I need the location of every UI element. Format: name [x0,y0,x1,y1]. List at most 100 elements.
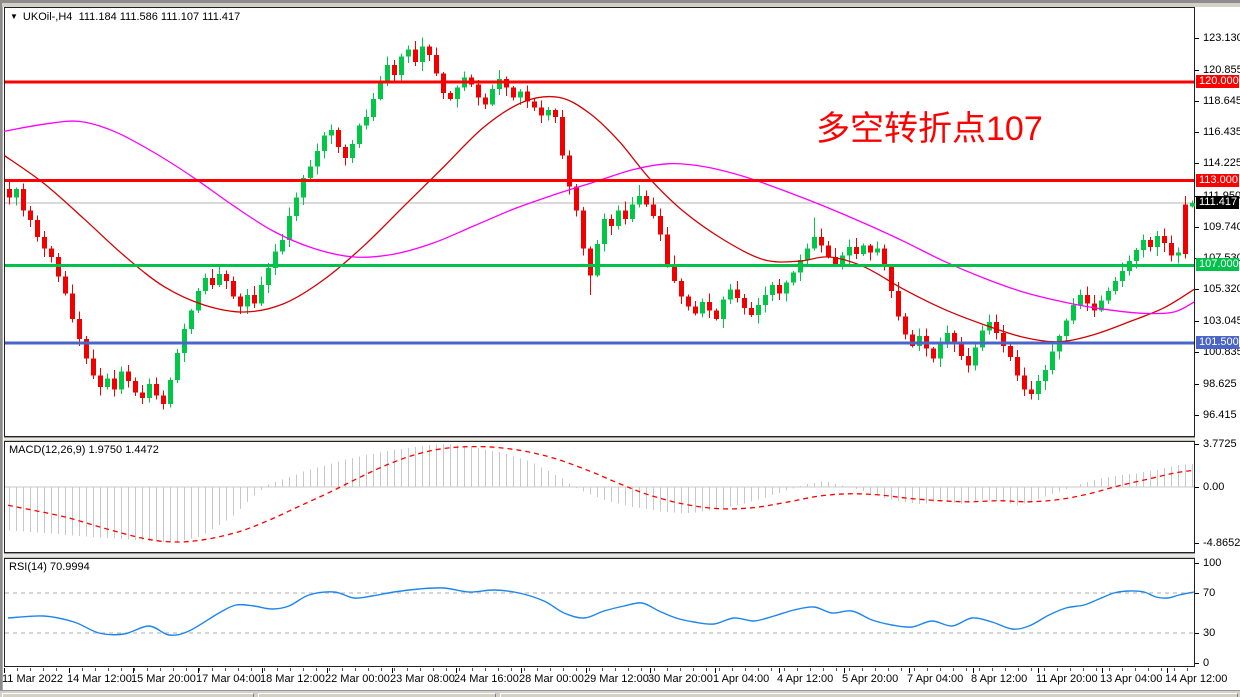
candle-body [140,392,145,399]
candle-body [686,296,691,307]
macd-indicator-label: MACD(12,26,9) 1.9750 1.4472 [9,444,159,456]
price-tick-label-tick [1195,414,1199,416]
candle-body [126,371,131,382]
time-tick [133,668,134,673]
time-tick [327,668,328,673]
price-chart-canvas[interactable] [4,7,1195,437]
candle-body [427,46,432,56]
candle-body [315,151,320,167]
time-tick-label: 7 Apr 04:00 [907,673,964,685]
rsi-canvas[interactable] [4,558,1195,667]
candle-body [364,117,369,126]
candle-body [658,215,663,235]
time-scale[interactable]: 11 Mar 2022 14 Mar 12:00 15 Mar 20:00 17 Ma… [2,667,1227,690]
time-tick-label: 28 Mar 00:00 [519,673,584,685]
price-tick-label: 123.130 [1203,31,1240,44]
rsi-tick-label-tick [1195,633,1199,634]
candle-body [602,218,607,245]
candle-body [91,358,96,376]
symbol-dropdown-arrow-icon[interactable]: ▼ [10,12,18,21]
candle-body [700,302,705,314]
candle-body [497,79,502,89]
time-tick [1102,668,1103,673]
annotation-text: 多空转折点107 [816,110,1043,148]
chart-tab[interactable] [2,693,254,697]
time-tick [69,668,70,673]
candle-body [189,310,194,329]
candle-body [1071,304,1076,321]
bottom-tab-bar [0,690,1240,697]
candle-body [840,255,845,266]
candle-body [287,215,292,241]
candle-body [42,237,47,249]
price-tick-label: 103.045 [1203,315,1240,328]
candle-body [959,344,964,356]
window-top-frame-inner [0,3,1240,7]
chart-tab[interactable] [500,693,1238,697]
chart-tab[interactable] [258,693,496,697]
candle-body [196,290,201,311]
time-tick-label: 11 Mar 2022 [2,673,63,685]
candle-body [966,355,971,366]
candle-body [574,186,579,211]
candle-body [434,55,439,74]
time-tick [586,668,587,673]
rsi-tick-label: 70 [1203,587,1216,599]
time-tick [1038,668,1039,673]
rsi-tick-label-tick [1195,563,1199,564]
candle-body [252,295,257,304]
current-price-badge: 111.417 [1196,196,1239,210]
candle-body [1099,300,1104,311]
ma-slow-line [4,120,1195,315]
candle-body [784,282,789,294]
candle-body [1029,389,1034,394]
time-tick-label: 22 Mar 00:00 [325,673,390,685]
candle-body [273,251,278,269]
candle-body [525,91,530,102]
candle-body [1036,381,1041,394]
candle-body [476,84,481,98]
candle-body [931,348,936,359]
rsi-tick-label: 100 [1203,557,1222,569]
candle-body [770,285,775,296]
price-scale[interactable]: 123.130120.855118.645116.435114.225111.9… [1195,7,1240,691]
price-tick-label-tick [1195,132,1199,134]
time-tick [650,668,651,673]
candle-body [1008,345,1013,358]
candle-body [336,129,341,147]
rsi-panel[interactable] [4,558,1195,667]
candle-body [560,117,565,156]
candle-body [1162,235,1167,243]
candle-body [847,247,852,256]
candle-body [532,101,537,108]
macd-panel[interactable] [4,441,1195,553]
candle-body [483,97,488,105]
time-tick-label: 8 Apr 12:00 [971,673,1028,685]
panel-separator[interactable] [4,553,1195,558]
rsi-line [7,587,1195,636]
candle-body [588,248,593,276]
candle-body [294,197,299,216]
candle-body [28,210,33,221]
price-tick-label-tick [1195,321,1199,323]
macd-tick-label: 0.00 [1203,480,1225,493]
macd-signal-line [7,445,1195,543]
candle-body [665,234,670,265]
candle-body [882,248,887,267]
candle-body [868,245,873,253]
macd-canvas[interactable] [4,441,1195,553]
candle-body [1176,252,1181,256]
candle-body [539,107,544,116]
candle-body [791,272,796,283]
price-level-badge: 101.500 [1196,336,1239,350]
panel-separator[interactable] [4,437,1195,441]
candle-body [889,266,894,291]
candle-body [21,189,26,211]
price-tick-label: 98.625 [1203,377,1237,390]
price-tick-label: 105.320 [1203,283,1240,296]
candle-body [182,328,187,353]
price-chart-panel[interactable] [4,7,1195,437]
candle-body [917,336,922,346]
window-left-frame-inner [2,7,3,690]
